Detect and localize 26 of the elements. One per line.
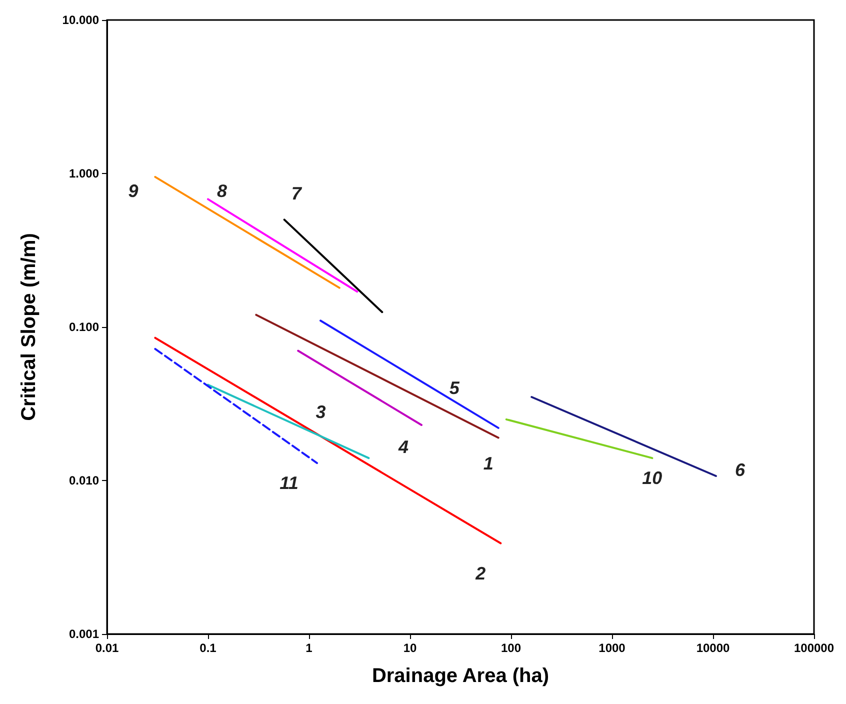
y-tick-label: 0.010 [68, 474, 100, 488]
y-tick-label: 10.000 [62, 13, 100, 27]
y-tick-label: 0.001 [68, 627, 100, 641]
series-label: 10 [642, 468, 662, 488]
series-label: 2 [474, 563, 486, 584]
x-tick-label: 0.01 [95, 641, 119, 655]
x-tick-label: 0.1 [200, 641, 217, 655]
y-tick-label: 0.100 [68, 320, 100, 334]
series-label: 1 [483, 454, 494, 474]
series-label: 7 [291, 184, 302, 204]
series-label: 4 [398, 436, 409, 457]
series-label: 5 [449, 378, 460, 398]
series-label: 11 [280, 473, 298, 494]
y-axis-title: Critical Slope (m/m) [18, 233, 40, 421]
series-label: 3 [316, 402, 326, 422]
x-tick-label: 1000 [598, 641, 626, 655]
y-tick-label: 1.000 [68, 166, 100, 180]
series-label: 6 [734, 460, 746, 480]
series-label: 8 [216, 181, 228, 202]
x-tick-label: 10 [403, 641, 417, 655]
x-tick-label: 100000 [794, 641, 834, 655]
x-tick-label: 10000 [696, 641, 730, 655]
x-tick-label: 1 [306, 641, 313, 655]
series-label: 9 [128, 180, 138, 201]
x-axis-title: Drainage Area (ha) [372, 665, 550, 687]
x-tick-label: 100 [500, 641, 522, 655]
